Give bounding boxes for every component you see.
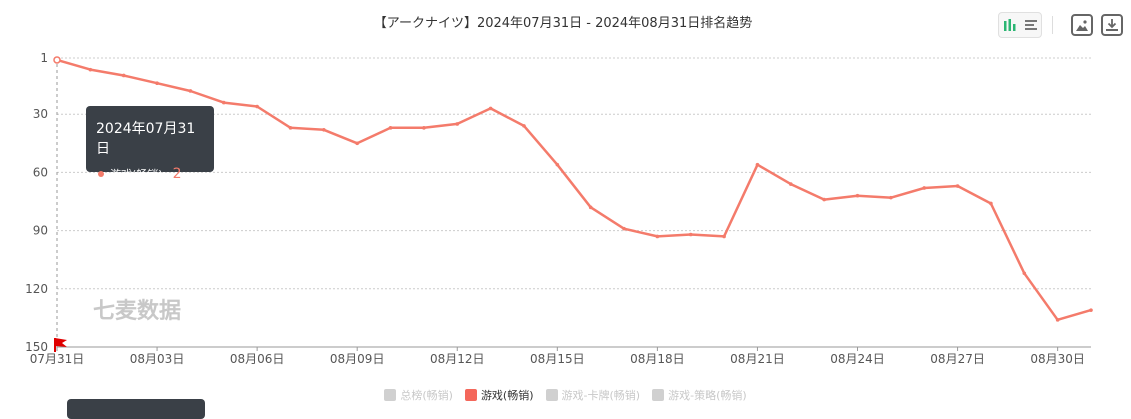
x-tick-label: 08月06日 (230, 352, 285, 366)
x-tick-label: 08月15日 (530, 352, 585, 366)
x-tick-label: 08月24日 (830, 352, 885, 366)
watermark: 七麦数据 (93, 298, 181, 324)
data-point[interactable] (955, 184, 960, 188)
data-point[interactable] (989, 201, 993, 206)
data-point[interactable] (588, 205, 593, 210)
x-tick-label: 07月31日 (30, 352, 85, 366)
tooltip-series-dot (98, 171, 104, 177)
y-axis: 1 30 60 90 120 150 (25, 51, 48, 354)
data-point[interactable] (288, 126, 293, 130)
download-icon[interactable] (1101, 14, 1123, 36)
legend-label: 游戏-卡牌(畅销) (561, 389, 641, 402)
legend-item-games[interactable]: 游戏(畅销) (464, 387, 534, 403)
data-point[interactable] (322, 127, 326, 132)
y-tick-label: 1 (40, 51, 48, 65)
data-point[interactable] (1022, 271, 1027, 276)
data-point[interactable] (488, 106, 493, 111)
secondary-tooltip (67, 399, 205, 419)
data-point[interactable] (789, 182, 793, 186)
chart-legend: 总榜(畅销) 游戏(畅销) 游戏-卡牌(畅销) 游戏-策略(畅销) (0, 387, 1131, 403)
data-point[interactable] (188, 89, 193, 93)
data-point[interactable] (522, 124, 526, 128)
y-tick-label: 120 (25, 282, 48, 296)
data-point[interactable] (922, 186, 927, 190)
image-icon[interactable] (1071, 14, 1093, 36)
x-tick-label: 08月30日 (1030, 352, 1085, 366)
legend-swatch (384, 389, 397, 401)
list-icon[interactable] (1020, 13, 1041, 37)
data-point[interactable] (221, 100, 226, 105)
legend-swatch (652, 389, 665, 401)
y-tick-label: 60 (33, 165, 48, 179)
bar-chart-icon[interactable] (999, 13, 1020, 37)
data-point[interactable] (53, 56, 61, 64)
data-point[interactable] (1089, 308, 1093, 312)
tooltip-series-name: 游戏(畅销) (110, 168, 163, 181)
legend-item-overall[interactable]: 总榜(畅销) (384, 387, 453, 403)
data-point[interactable] (88, 67, 93, 72)
data-point[interactable] (555, 162, 560, 167)
data-point[interactable] (655, 234, 660, 239)
data-point[interactable] (622, 226, 626, 231)
legend-label: 游戏-策略(畅销) (668, 389, 747, 402)
tooltip-row: 游戏(畅销) 2 (96, 166, 204, 182)
chart-type-toggle[interactable] (998, 12, 1042, 38)
series-line (56, 58, 1092, 322)
chart-toolbar (998, 12, 1123, 38)
data-point[interactable] (121, 73, 126, 78)
legend-label: 游戏(畅销) (480, 389, 534, 402)
data-point[interactable] (1055, 318, 1060, 322)
legend-swatch (464, 389, 477, 401)
legend-swatch (545, 389, 558, 401)
data-point[interactable] (455, 122, 460, 126)
data-point[interactable] (889, 195, 893, 200)
y-tick-label: 150 (25, 340, 48, 354)
legend-item-games-strategy[interactable]: 游戏-策略(畅销) (652, 387, 747, 403)
x-tick-label: 08月18日 (630, 352, 685, 366)
tooltip-date: 2024年07月31日 (96, 121, 196, 157)
data-point[interactable] (355, 141, 359, 146)
flag-icon[interactable] (54, 338, 67, 352)
x-tick-label: 08月09日 (330, 352, 385, 366)
data-point[interactable] (688, 232, 693, 237)
x-tick-label: 08月21日 (730, 352, 785, 366)
data-point[interactable] (722, 234, 726, 239)
legend-item-games-card[interactable]: 游戏-卡牌(畅销) (545, 387, 641, 403)
data-point[interactable] (855, 193, 860, 198)
data-point[interactable] (755, 162, 760, 167)
data-point[interactable] (155, 81, 159, 86)
rank-trend-chart: 【アークナイツ】2024年07月31日 - 2024年08月31日排名趋势 1 3… (25, 15, 1093, 366)
x-tick-label: 08月03日 (130, 352, 185, 366)
x-axis: 07月31日 08月03日 08月06日 08月09日 08月12日 08月15日 08月1… (30, 347, 1085, 366)
series-layer (53, 56, 1093, 322)
data-point[interactable] (822, 197, 826, 202)
data-point[interactable] (422, 126, 426, 130)
y-tick-label: 30 (33, 107, 48, 121)
x-tick-label: 08月12日 (430, 352, 485, 366)
data-point[interactable] (388, 126, 393, 130)
chart-title: 【アークナイツ】2024年07月31日 - 2024年08月31日排名趋势 (374, 15, 753, 31)
y-tick-label: 90 (33, 224, 48, 238)
legend-label: 总榜(畅销) (400, 389, 453, 402)
grid (57, 57, 1091, 348)
data-point[interactable] (255, 104, 259, 109)
tooltip: 2024年07月31日 游戏(畅销) 2 (86, 106, 214, 182)
x-tick-label: 08月27日 (930, 352, 985, 366)
tooltip-value: 2 (172, 166, 182, 182)
toolbar-divider (1052, 16, 1053, 34)
